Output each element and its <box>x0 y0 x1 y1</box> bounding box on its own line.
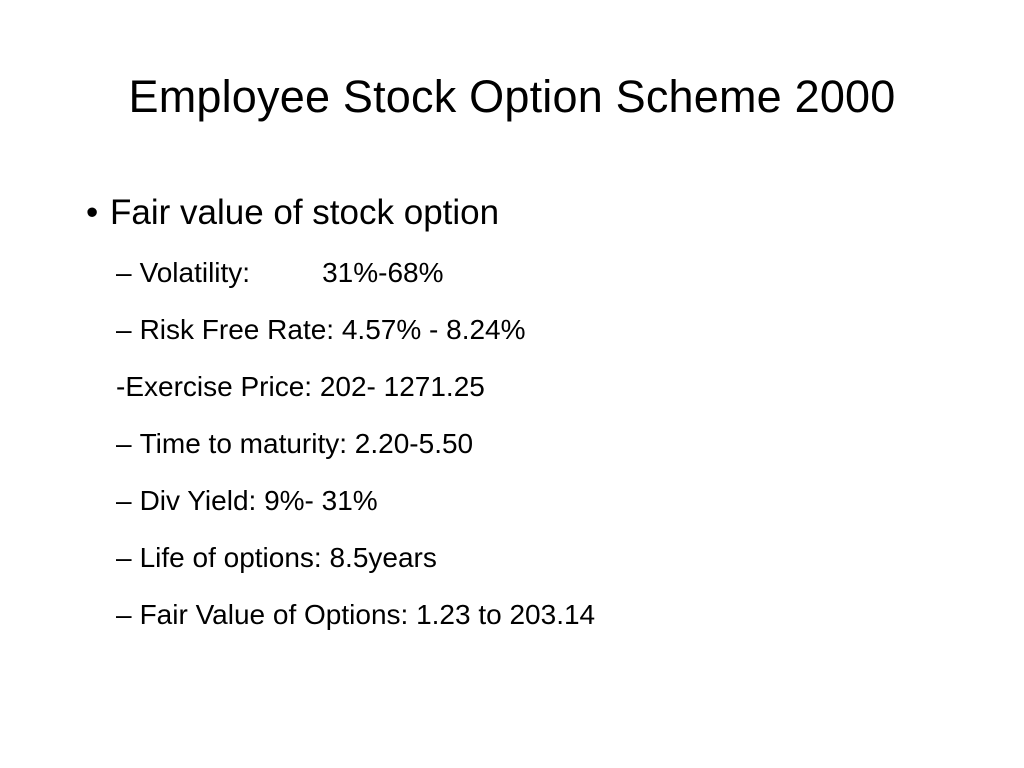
sub-item-dash: – <box>116 599 132 630</box>
sub-item-dash: – <box>116 485 132 516</box>
sub-item-dash: – <box>116 314 132 345</box>
sub-item-fair-value-of-options: – Fair Value of Options: 1.23 to 203.14 <box>116 597 595 633</box>
sub-item-text: Fair Value of Options: 1.23 to 203.14 <box>139 599 596 630</box>
sub-item-dash: – <box>116 542 132 573</box>
slide-title: Employee Stock Option Scheme 2000 <box>128 71 896 122</box>
sub-item-label: Volatility: <box>139 257 251 288</box>
sub-item-dash: – <box>116 428 132 459</box>
sub-item-dash: – <box>116 257 132 288</box>
sub-item-time-to-maturity: – Time to maturity: 2.20-5.50 <box>116 426 473 462</box>
bullet-marker: • <box>86 193 99 232</box>
sub-item-text: Life of options: 8.5years <box>139 542 437 573</box>
bullet-text: Fair value of stock option <box>110 193 500 232</box>
sub-item-text: -Exercise Price: 202- 1271.25 <box>116 371 485 402</box>
sub-item-text: Div Yield: 9%- 31% <box>139 485 378 516</box>
bullet-fair-value: • Fair value of stock option <box>86 191 499 235</box>
sub-item-risk-free-rate: – Risk Free Rate: 4.57% - 8.24% <box>116 312 526 348</box>
sub-item-text: Risk Free Rate: 4.57% - 8.24% <box>139 314 526 345</box>
sub-item-text: Time to maturity: 2.20-5.50 <box>139 428 474 459</box>
sub-item-life-of-options: – Life of options: 8.5years <box>116 540 437 576</box>
sub-item-volatility: – Volatility: 31%-68% <box>116 255 443 291</box>
sub-item-exercise-price: -Exercise Price: 202- 1271.25 <box>116 369 485 405</box>
sub-item-value: 31%-68% <box>322 257 444 288</box>
sub-item-div-yield: – Div Yield: 9%- 31% <box>116 483 378 519</box>
